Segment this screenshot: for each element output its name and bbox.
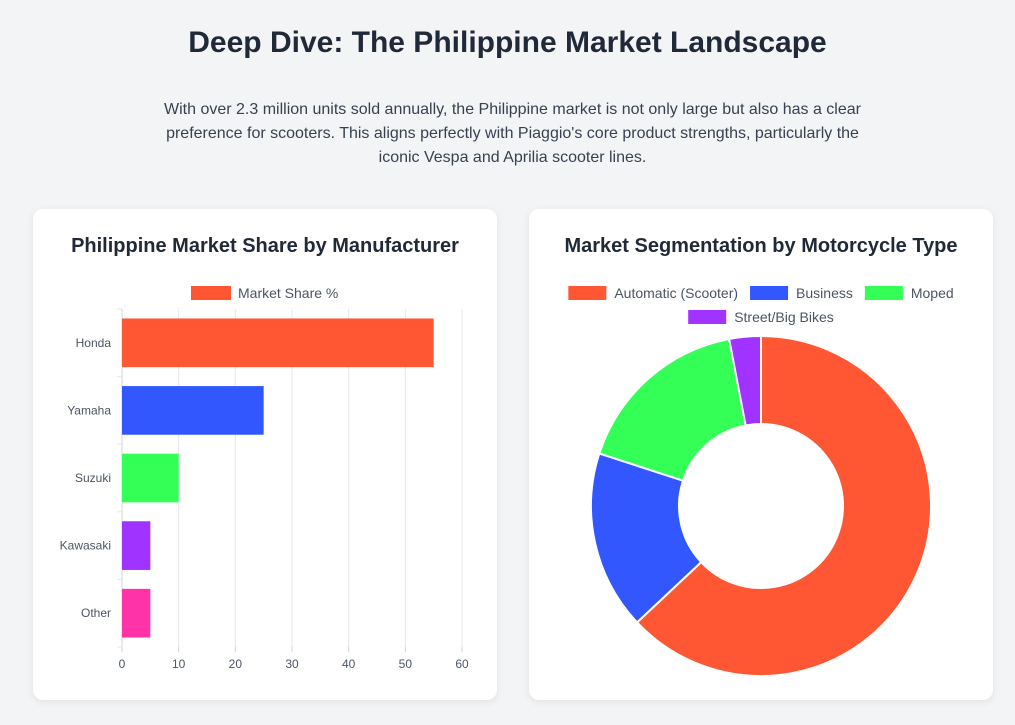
x-tick-label-60: 60 <box>455 657 469 671</box>
bar-kawasaki <box>122 521 151 570</box>
y-tick-label-yamaha: Yamaha <box>67 403 111 417</box>
market-share-bar-chart: Market Share % 0 10 20 30 40 50 60 Honda Yamaha Su… <box>60 285 469 671</box>
x-tick-label-30: 30 <box>285 657 299 671</box>
bar-legend-swatch <box>191 286 231 300</box>
bar-honda <box>122 318 434 368</box>
segmentation-chart-title: Market Segmentation by Motorcycle Type <box>564 235 958 257</box>
legend-swatch-business <box>750 286 789 300</box>
bar-suzuki <box>122 453 179 503</box>
doughnut-legend: Automatic (Scooter) Business Moped Street/B… <box>568 285 954 325</box>
slice-street-big-bikes <box>727 334 762 427</box>
market-share-chart-title: Philippine Market Share by Manufacturer <box>71 235 459 257</box>
market-share-card: Philippine Market Share by Manufacturer … <box>33 209 497 700</box>
legend-label-street-big-bikes: Street/Big Bikes <box>734 309 834 325</box>
legend-label-automatic-scooter: Automatic (Scooter) <box>614 285 738 301</box>
bar-legend-label: Market Share % <box>238 285 338 301</box>
intro-line-3: iconic Vespa and Aprilia scooter lines. <box>378 149 647 166</box>
bar-yamaha <box>122 386 264 435</box>
legend-swatch-street-big-bikes <box>688 310 727 324</box>
slice-moped <box>598 337 747 482</box>
legend-swatch-automatic-scooter <box>568 286 607 300</box>
bar-legend: Market Share % <box>191 285 338 301</box>
intro-paragraph: With over 2.3 million units sold annuall… <box>127 98 898 170</box>
bar-series <box>122 318 434 638</box>
doughnut-slices <box>590 334 932 677</box>
y-tick-label-other: Other <box>81 606 111 620</box>
legend-swatch-moped <box>864 286 903 300</box>
x-tick-label-0: 0 <box>119 657 126 671</box>
intro-line-1: With over 2.3 million units sold annuall… <box>164 101 861 118</box>
segmentation-doughnut-chart: Automatic (Scooter) Business Moped Street/B… <box>568 285 954 677</box>
y-tick-label-honda: Honda <box>76 336 112 350</box>
y-tick-label-kawasaki: Kawasaki <box>60 539 111 553</box>
slice-business <box>590 452 703 624</box>
legend-label-moped: Moped <box>911 285 954 301</box>
intro-line-2: preference for scooters. This aligns per… <box>166 125 859 142</box>
slice-automatic-scooter <box>635 334 932 677</box>
page-title: Deep Dive: The Philippine Market Landsca… <box>188 26 827 59</box>
x-tick-label-10: 10 <box>172 657 186 671</box>
legend-label-business: Business <box>796 285 853 301</box>
x-tick-label-40: 40 <box>342 657 356 671</box>
x-tick-label-20: 20 <box>229 657 243 671</box>
segmentation-card: Market Segmentation by Motorcycle Type A… <box>529 209 993 700</box>
bar-other <box>122 588 151 638</box>
x-tick-label-50: 50 <box>399 657 413 671</box>
y-tick-label-suzuki: Suzuki <box>75 471 111 485</box>
